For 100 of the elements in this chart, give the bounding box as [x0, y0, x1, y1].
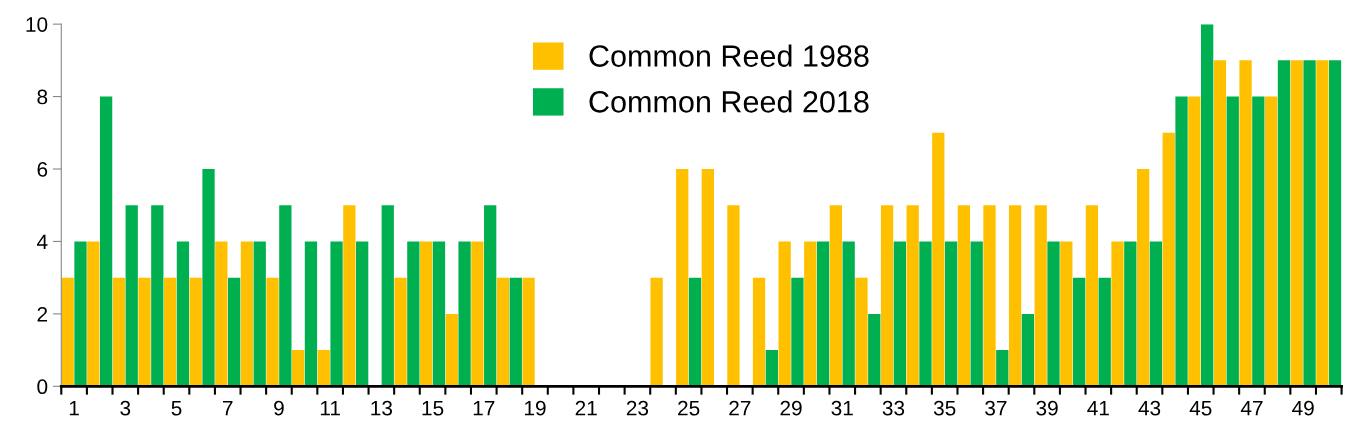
bar	[842, 241, 855, 387]
bar	[1085, 205, 1099, 387]
bar	[202, 169, 215, 387]
x-tick-label: 41	[1087, 400, 1109, 416]
bar	[1098, 277, 1111, 387]
x-tick-label: 33	[882, 400, 905, 416]
bar	[151, 205, 164, 387]
bar	[343, 205, 356, 387]
x-tick-label: 39	[1036, 400, 1058, 416]
bar	[253, 241, 266, 387]
bar	[74, 241, 87, 387]
bar	[1277, 60, 1291, 387]
bar	[816, 241, 830, 387]
x-tick-label: 15	[422, 400, 444, 416]
bar	[676, 169, 689, 387]
bar	[458, 241, 471, 387]
y-tick-label: 4	[36, 234, 48, 249]
bar	[484, 205, 497, 387]
bar	[983, 205, 996, 387]
bar	[932, 132, 945, 387]
bar	[330, 241, 343, 387]
bar	[112, 277, 126, 387]
bar	[215, 241, 228, 387]
bar	[791, 277, 804, 387]
bar	[1329, 60, 1342, 387]
bar	[1303, 60, 1316, 387]
bar	[61, 277, 74, 387]
bar	[1021, 313, 1035, 387]
bar	[880, 205, 894, 387]
bar	[138, 277, 151, 387]
bar	[381, 205, 394, 387]
bar	[996, 350, 1009, 387]
bar	[868, 313, 881, 387]
bar	[99, 96, 113, 387]
y-tick-label: 6	[37, 162, 48, 177]
bar	[829, 205, 842, 387]
bar	[227, 277, 241, 387]
bar	[688, 277, 702, 387]
bar	[1034, 205, 1047, 387]
bar	[1136, 169, 1150, 387]
x-tick-label: 3	[120, 400, 131, 416]
bar	[304, 241, 318, 387]
legend-label: Common Reed 1988	[589, 44, 869, 67]
x-tick-label: 7	[223, 400, 233, 416]
x-tick-label: 23	[626, 400, 649, 416]
x-tick-label: 1	[69, 400, 79, 416]
x-tick-label: 21	[575, 400, 597, 416]
x-tick-label: 11	[320, 400, 340, 416]
bar	[266, 277, 279, 387]
bar	[893, 241, 907, 387]
y-tick-label: 8	[37, 89, 48, 105]
bar	[292, 350, 305, 387]
x-tick-label: 47	[1240, 400, 1263, 416]
bar	[496, 277, 510, 387]
bar	[87, 241, 100, 387]
bar	[509, 277, 522, 387]
bar	[804, 241, 817, 387]
x-tick-label: 31	[831, 400, 853, 416]
x-tick-label: 43	[1138, 400, 1161, 416]
bar	[778, 241, 791, 387]
x-tick-label: 45	[1189, 400, 1212, 416]
bar	[471, 241, 484, 387]
bar	[1239, 60, 1252, 387]
y-tick-label: 0	[37, 379, 48, 395]
bar	[1252, 96, 1265, 387]
bar	[1124, 241, 1137, 387]
bar	[1111, 241, 1124, 387]
bar	[1213, 60, 1227, 387]
bar	[407, 241, 420, 387]
bar	[1201, 24, 1214, 387]
y-tick-label: 10	[26, 17, 48, 32]
bar	[445, 313, 458, 387]
bar	[317, 350, 330, 387]
bar	[176, 241, 190, 387]
bar	[279, 205, 292, 387]
bar	[970, 241, 983, 387]
bar	[1226, 96, 1239, 387]
x-tick-label: 25	[678, 400, 700, 416]
bar	[727, 205, 740, 387]
bar	[650, 277, 663, 387]
bar	[1008, 205, 1022, 387]
x-tick-label: 19	[525, 400, 546, 416]
bar	[906, 205, 919, 387]
bar	[394, 277, 407, 387]
bar	[1290, 60, 1303, 387]
bar	[701, 169, 714, 387]
bar	[1060, 241, 1073, 387]
x-tick-label: 5	[171, 400, 182, 416]
bar	[957, 205, 971, 387]
x-tick-label: 35	[933, 400, 956, 416]
bar	[420, 241, 433, 387]
bar	[1047, 241, 1060, 387]
bar	[240, 241, 254, 387]
bar	[189, 277, 202, 387]
y-tick-label: 2	[37, 306, 48, 322]
bar	[125, 205, 138, 387]
x-tick-label: 37	[985, 400, 1007, 416]
bar	[1316, 60, 1329, 387]
bar	[356, 241, 369, 387]
bar	[944, 241, 958, 387]
